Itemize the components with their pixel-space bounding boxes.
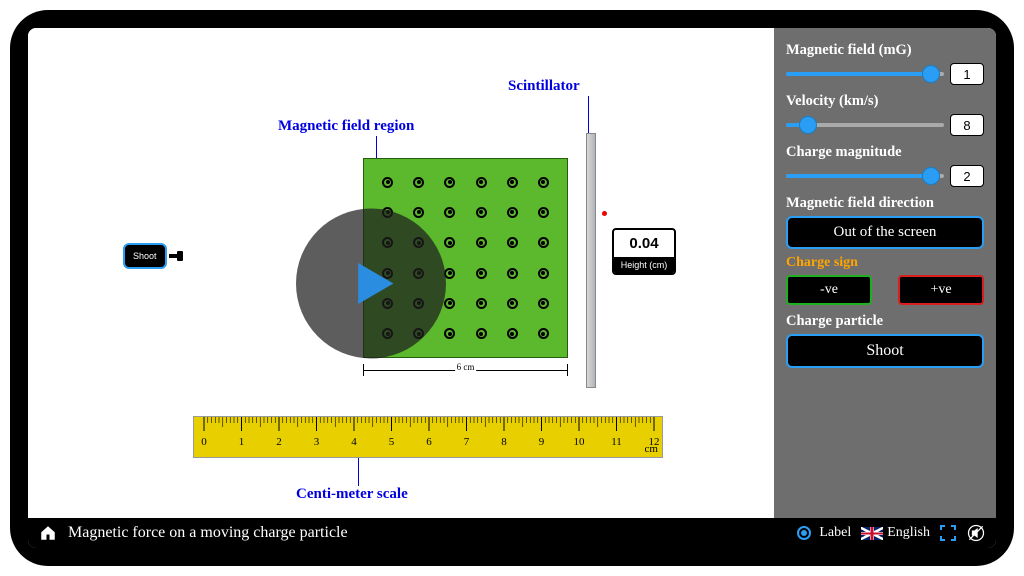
slider-thumb[interactable]	[922, 167, 940, 185]
height-label: Height (cm)	[614, 257, 674, 273]
leader-line	[376, 136, 377, 158]
magfield-label: Magnetic field (mG)	[786, 42, 984, 59]
direction-button[interactable]: Out of the screen	[786, 216, 984, 249]
svg-text:5: 5	[389, 436, 395, 448]
play-icon	[339, 252, 403, 316]
svg-text:11: 11	[611, 436, 622, 448]
ruler-unit: cm	[645, 443, 658, 455]
velocity-label: Velocity (km/s)	[786, 93, 984, 110]
svg-text:0: 0	[201, 436, 207, 448]
home-icon[interactable]	[38, 524, 58, 542]
slider-thumb[interactable]	[799, 116, 817, 134]
leader-line	[588, 96, 589, 133]
width-indicator: 6 cm	[363, 364, 568, 378]
annotation-scale: Centi-meter scale	[296, 486, 408, 503]
height-readout: 0.04 Height (cm)	[612, 228, 676, 275]
particle-dot	[602, 211, 607, 216]
svg-text:6: 6	[426, 436, 432, 448]
velocity-slider[interactable]	[786, 123, 944, 127]
svg-text:7: 7	[464, 436, 470, 448]
simulation-area: Magnetic field region Scintillator Shoot…	[28, 28, 774, 518]
fullscreen-icon[interactable]	[940, 525, 956, 541]
chargesign-label: Charge sign	[786, 255, 984, 271]
svg-text:2: 2	[276, 436, 282, 448]
magfield-slider[interactable]	[786, 72, 944, 76]
chargemag-value[interactable]: 2	[950, 165, 984, 187]
language-selector[interactable]: English	[861, 525, 930, 541]
language-text: English	[887, 525, 930, 541]
shoot-emitter[interactable]: Shoot	[123, 243, 167, 269]
page-title: Magnetic force on a moving charge partic…	[68, 524, 348, 542]
slider-thumb[interactable]	[922, 65, 940, 83]
charge-neg-button[interactable]: -ve	[786, 275, 872, 305]
play-button[interactable]	[296, 209, 446, 359]
velocity-value[interactable]: 8	[950, 114, 984, 136]
annotation-field-region: Magnetic field region	[278, 118, 414, 135]
svg-text:1: 1	[239, 436, 245, 448]
leader-line	[358, 458, 359, 486]
flag-icon	[861, 527, 883, 540]
annotation-scintillator: Scintillator	[508, 78, 580, 95]
svg-text:10: 10	[574, 436, 586, 448]
shoot-button[interactable]: Shoot	[786, 334, 984, 368]
height-value: 0.04	[614, 230, 674, 257]
width-label: 6 cm	[455, 362, 477, 372]
mute-icon[interactable]	[966, 523, 986, 543]
chargemag-slider[interactable]	[786, 174, 944, 178]
svg-text:3: 3	[314, 436, 320, 448]
charge-pos-button[interactable]: +ve	[898, 275, 984, 305]
chargemag-label: Charge magnitude	[786, 144, 984, 161]
svg-text:8: 8	[501, 436, 507, 448]
magfield-value[interactable]: 1	[950, 63, 984, 85]
slider-fill	[786, 72, 931, 76]
direction-label: Magnetic field direction	[786, 195, 984, 212]
svg-text:4: 4	[351, 436, 357, 448]
label-toggle-text: Label	[819, 525, 851, 541]
chargeparticle-label: Charge particle	[786, 313, 984, 330]
ruler: 0123456789101112 cm	[193, 416, 663, 458]
bottom-bar: Magnetic force on a moving charge partic…	[28, 518, 996, 548]
svg-text:9: 9	[539, 436, 545, 448]
control-panel: Magnetic field (mG) 1 Velocity (km/s) 8	[774, 28, 996, 518]
main-area: Magnetic field region Scintillator Shoot…	[28, 28, 996, 518]
slider-fill	[786, 174, 931, 178]
tablet-frame: Magnetic field region Scintillator Shoot…	[10, 10, 1014, 566]
screen: Magnetic field region Scintillator Shoot…	[28, 28, 996, 548]
scintillator-bar	[586, 133, 596, 388]
radio-icon	[797, 526, 811, 540]
label-toggle[interactable]: Label	[797, 525, 851, 541]
